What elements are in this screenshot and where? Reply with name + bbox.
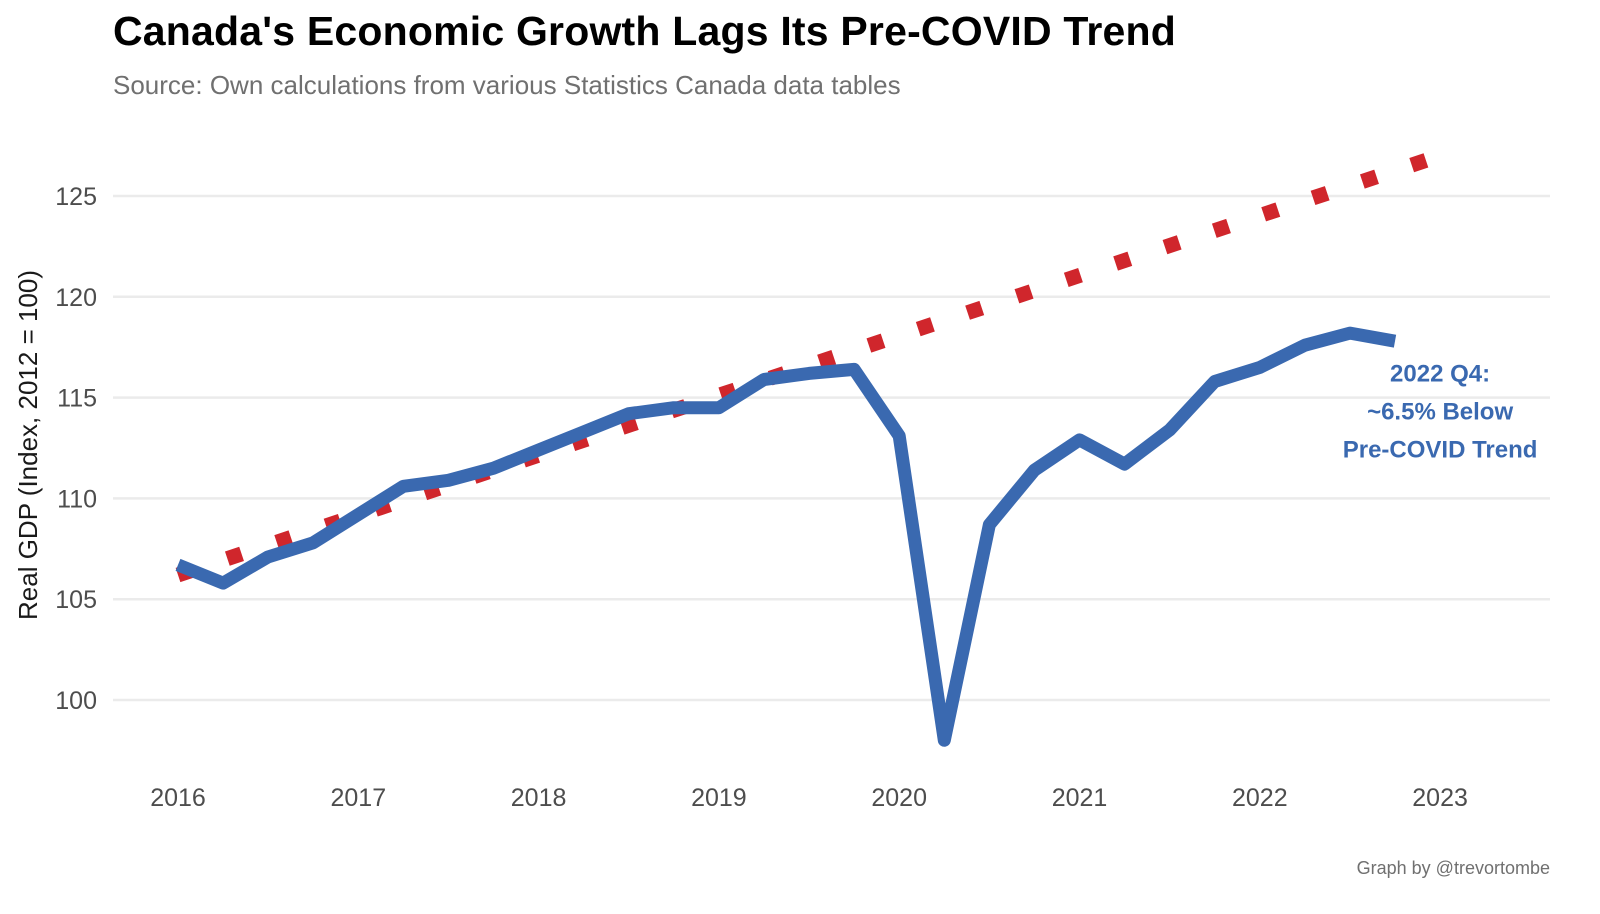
x-tick-label-2020: 2020	[871, 784, 927, 812]
chart-title: Canada's Economic Growth Lags Its Pre-CO…	[113, 8, 1176, 54]
trend-line	[175, 148, 1443, 583]
y-tick-label-105: 105	[55, 586, 97, 614]
y-tick-label-125: 125	[55, 183, 97, 211]
annotation-line: ~6.5% Below	[1367, 399, 1513, 426]
series-lines	[175, 148, 1443, 747]
x-tick-label-2022: 2022	[1232, 784, 1288, 812]
chart-caption: Graph by @trevortombe	[1356, 858, 1550, 878]
y-axis-ticks: 100 105 110 115 120 125	[55, 183, 97, 715]
annotation-label: 2022 Q4: ~6.5% Below Pre-COVID Trend	[1343, 361, 1538, 464]
y-tick-label-100: 100	[55, 687, 97, 715]
x-tick-label-2019: 2019	[691, 784, 747, 812]
chart-subtitle: Source: Own calculations from various St…	[113, 70, 901, 100]
x-tick-label-2018: 2018	[511, 784, 567, 812]
gdp-line	[175, 326, 1397, 747]
x-axis-ticks: 2016 2017 2018 2019 2020 2021 2022 2023	[150, 784, 1468, 812]
y-tick-label-120: 120	[55, 284, 97, 312]
x-tick-label-2023: 2023	[1412, 784, 1468, 812]
x-tick-label-2016: 2016	[150, 784, 206, 812]
y-axis-label: Real GDP (Index, 2012 = 100)	[13, 270, 43, 620]
gridlines	[113, 194, 1550, 702]
y-tick-label-110: 110	[57, 485, 97, 513]
annotation-line: Pre-COVID Trend	[1343, 437, 1538, 464]
y-tick-label-115: 115	[57, 385, 97, 413]
annotations: 2022 Q4: ~6.5% Below Pre-COVID Trend	[1343, 361, 1538, 464]
x-tick-label-2017: 2017	[330, 784, 386, 812]
annotation-line: 2022 Q4:	[1390, 361, 1490, 388]
x-tick-label-2021: 2021	[1052, 784, 1108, 812]
